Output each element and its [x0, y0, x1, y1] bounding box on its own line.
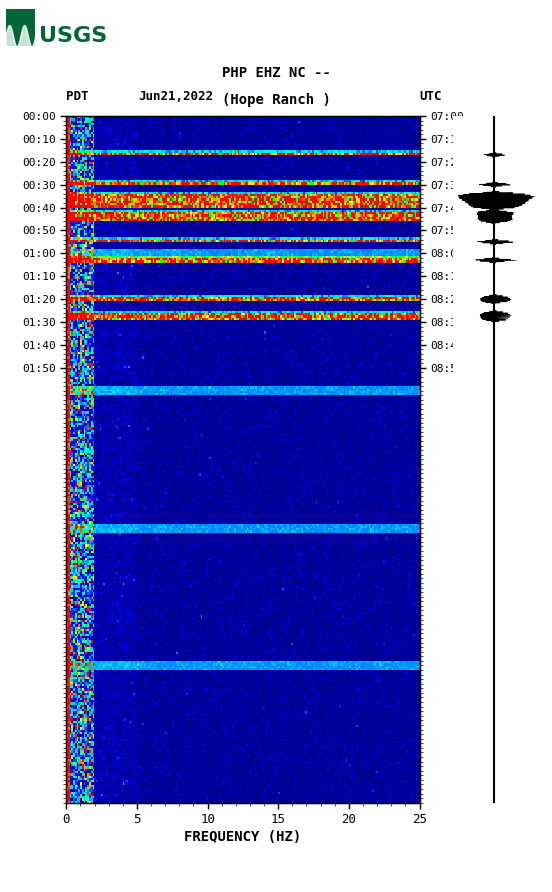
- FancyBboxPatch shape: [6, 9, 35, 46]
- Text: (Hope Ranch ): (Hope Ranch ): [221, 93, 331, 107]
- Text: USGS: USGS: [39, 26, 107, 45]
- X-axis label: FREQUENCY (HZ): FREQUENCY (HZ): [184, 830, 301, 845]
- Text: PHP EHZ NC --: PHP EHZ NC --: [221, 66, 331, 80]
- Text: UTC: UTC: [420, 89, 442, 103]
- Text: Jun21,2022: Jun21,2022: [138, 89, 213, 103]
- Text: PDT: PDT: [66, 89, 89, 103]
